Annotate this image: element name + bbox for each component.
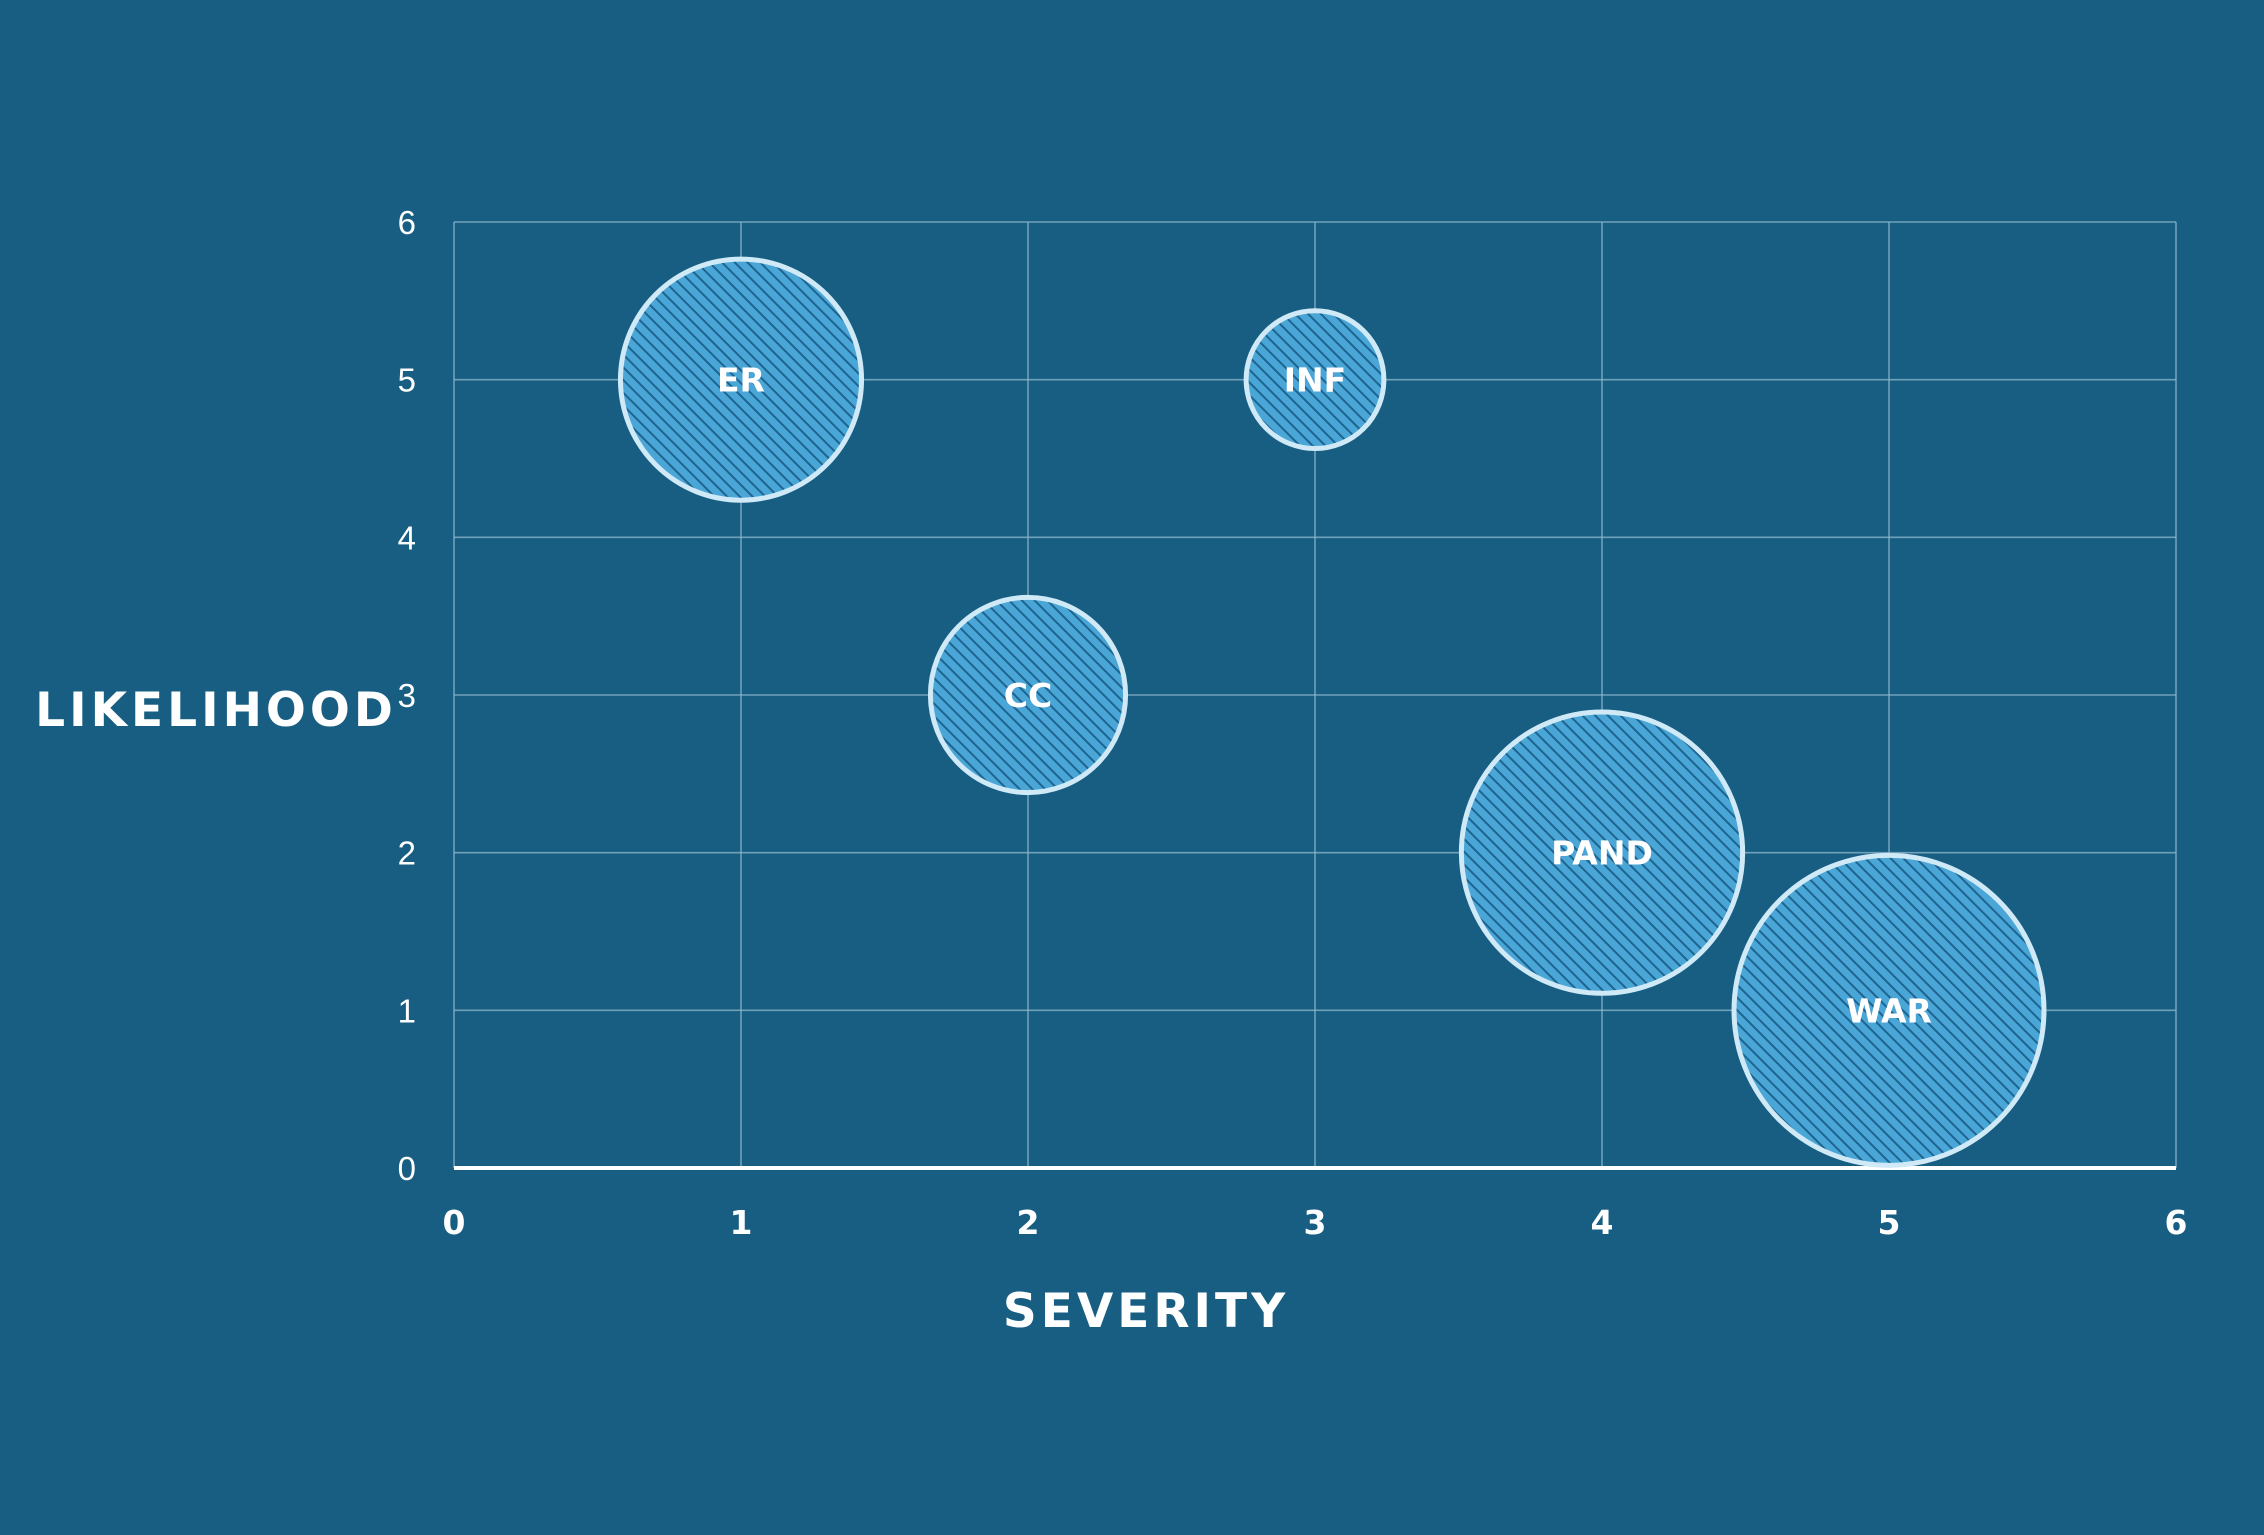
x-tick-label: 5	[1878, 1203, 1901, 1242]
bubble-label: INF	[1284, 361, 1346, 400]
bubble-war: WAR	[1731, 852, 2047, 1168]
x-axis-label: SEVERITY	[1003, 1284, 1289, 1339]
x-tick-label: 4	[1591, 1203, 1614, 1242]
bubble-series: ER INF CC PAND WAR	[617, 256, 2047, 1168]
bubble-circle	[1458, 709, 1746, 996]
y-tick-label: 4	[398, 519, 416, 556]
bubble-label: PAND	[1551, 834, 1653, 873]
y-axis-label: LIKELIHOOD	[35, 683, 397, 738]
bubble-circle	[1243, 308, 1387, 452]
bubble-pand: PAND	[1458, 709, 1746, 996]
y-tick-label: 2	[398, 835, 416, 872]
y-tick-label: 5	[398, 362, 416, 399]
bubble-circle	[617, 256, 865, 503]
bubble-cc: CC	[927, 594, 1129, 796]
bubble-circle	[927, 594, 1129, 796]
bubble-inf: INF	[1243, 308, 1387, 452]
x-tick-label: 2	[1017, 1203, 1040, 1242]
bubble-label: WAR	[1846, 991, 1932, 1030]
y-tick-label: 1	[398, 992, 416, 1029]
bubble-label: CC	[1004, 676, 1052, 715]
y-tick-label: 0	[398, 1150, 416, 1187]
x-tick-label: 3	[1304, 1203, 1327, 1242]
y-tick-label: 3	[398, 677, 416, 714]
x-tick-label: 0	[443, 1203, 466, 1242]
x-tick-label: 6	[2165, 1203, 2188, 1242]
x-tick-label: 1	[730, 1203, 753, 1242]
y-tick-label: 6	[398, 204, 416, 241]
bubble-er: ER	[617, 256, 865, 503]
y-axis-ticks: 0 1 2 3 4 5 6	[398, 204, 416, 1187]
x-axis-ticks: 0 1 2 3 4 5 6	[443, 1203, 2188, 1242]
bubble-circle	[1731, 852, 2047, 1168]
bubble-label: ER	[717, 361, 765, 400]
